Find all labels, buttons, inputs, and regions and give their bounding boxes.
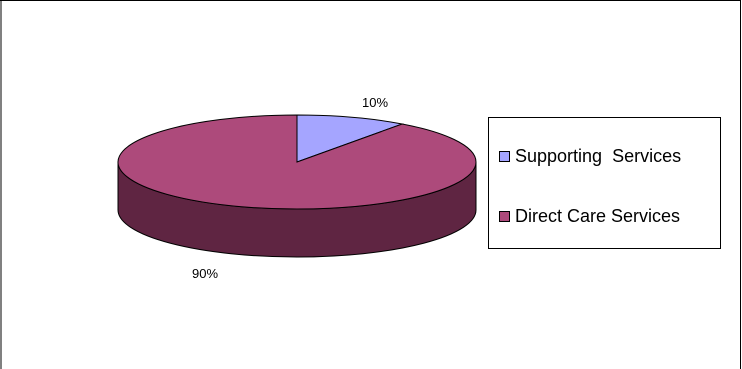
data-label-supporting-services: 10% (362, 95, 389, 110)
legend-label-direct-care-services: Direct Care Services (515, 206, 681, 226)
pie-group (117, 114, 477, 258)
legend-swatch-direct-care-services (499, 211, 510, 222)
legend-item-supporting-services: Supporting Services (499, 146, 681, 167)
data-label-direct-care-services: 90% (192, 266, 219, 281)
pie-slice-supporting-services (296, 114, 405, 163)
legend-swatch-supporting-services (499, 151, 510, 162)
pie-slice-direct-care-services (117, 114, 477, 210)
legend: Supporting Services Direct Care Services (488, 117, 721, 249)
legend-item-direct-care-services: Direct Care Services (499, 206, 680, 227)
legend-label-supporting-services: Supporting Services (515, 146, 682, 166)
